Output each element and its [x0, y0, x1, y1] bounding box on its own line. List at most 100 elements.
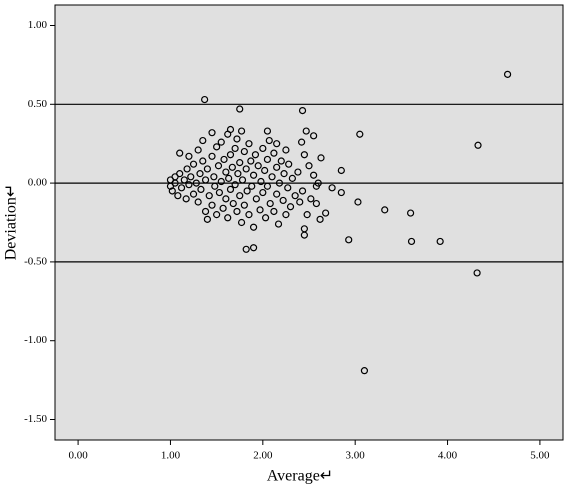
- point: [237, 127, 246, 135]
- point: [171, 179, 179, 187]
- point: [192, 179, 200, 187]
- point: [345, 236, 353, 244]
- point: [268, 173, 276, 181]
- point: [259, 144, 267, 153]
- point: [317, 154, 325, 162]
- point: [203, 215, 211, 223]
- point: [282, 211, 290, 219]
- point: [254, 162, 262, 170]
- x-tick-label: 5.00: [530, 450, 550, 462]
- point: [273, 140, 281, 148]
- point: [300, 151, 308, 159]
- point: [213, 211, 221, 219]
- point: [263, 155, 272, 164]
- point: [436, 237, 444, 246]
- point: [228, 163, 236, 171]
- point: [310, 171, 318, 179]
- point: [211, 182, 219, 190]
- point: [189, 190, 198, 198]
- x-tick-label: 3.00: [346, 450, 366, 462]
- point: [298, 187, 307, 195]
- y-tick-label: -1.50: [24, 413, 47, 425]
- point: [286, 203, 295, 211]
- point: [196, 170, 204, 178]
- point: [305, 162, 313, 170]
- point: [222, 168, 230, 176]
- point: [242, 245, 250, 253]
- point: [360, 367, 369, 375]
- point: [226, 185, 235, 194]
- point: [298, 138, 306, 146]
- point: [337, 166, 345, 175]
- point: [217, 177, 225, 186]
- point: [303, 211, 311, 219]
- y-tick-label: 0.00: [28, 177, 48, 189]
- point: [236, 159, 244, 167]
- point: [270, 207, 278, 216]
- point: [224, 214, 232, 222]
- point: [234, 170, 242, 178]
- point: [201, 176, 210, 184]
- point: [407, 237, 416, 246]
- point: [407, 209, 415, 217]
- point: [312, 199, 320, 208]
- point: [322, 209, 330, 217]
- y-tick-label: -1.00: [24, 334, 47, 346]
- point: [233, 207, 241, 216]
- point: [300, 231, 308, 239]
- point: [229, 199, 237, 208]
- y-tick-label: 0.50: [28, 98, 48, 110]
- point: [185, 152, 193, 160]
- point: [242, 165, 250, 173]
- point: [240, 147, 248, 156]
- point: [226, 125, 235, 134]
- point: [201, 95, 209, 104]
- point: [337, 188, 345, 197]
- point: [182, 195, 190, 203]
- point: [194, 198, 202, 206]
- point: [282, 146, 290, 154]
- point: [294, 168, 302, 176]
- point: [266, 199, 274, 208]
- point: [236, 105, 244, 113]
- point: [302, 127, 310, 135]
- point: [284, 184, 292, 192]
- point: [474, 141, 482, 149]
- point: [381, 206, 389, 214]
- point: [243, 187, 251, 195]
- point: [231, 144, 239, 153]
- point: [220, 155, 228, 164]
- point: [249, 171, 258, 179]
- x-tick-label: 0.00: [68, 450, 88, 462]
- point: [189, 160, 198, 168]
- point: [222, 195, 230, 203]
- point: [273, 163, 281, 171]
- point: [356, 130, 364, 138]
- point: [237, 218, 246, 227]
- point: [217, 138, 225, 146]
- point: [214, 162, 223, 170]
- point: [168, 187, 176, 195]
- point: [249, 223, 258, 231]
- point: [265, 136, 273, 145]
- point: [225, 174, 233, 182]
- x-tick-label: 1.00: [161, 450, 181, 462]
- point: [273, 190, 281, 198]
- point: [226, 151, 235, 159]
- y-tick-label: 1.00: [28, 19, 48, 31]
- point: [213, 143, 221, 151]
- x-tick-label: 4.00: [438, 450, 458, 462]
- point: [285, 160, 293, 168]
- point: [248, 182, 256, 190]
- point: [257, 177, 265, 186]
- point: [177, 184, 186, 192]
- point: [219, 204, 227, 212]
- point: [296, 198, 304, 206]
- point: [199, 136, 207, 145]
- point: [238, 176, 247, 184]
- point: [208, 201, 216, 209]
- point: [261, 166, 269, 175]
- point: [240, 201, 248, 209]
- point: [263, 182, 272, 190]
- point: [215, 188, 224, 197]
